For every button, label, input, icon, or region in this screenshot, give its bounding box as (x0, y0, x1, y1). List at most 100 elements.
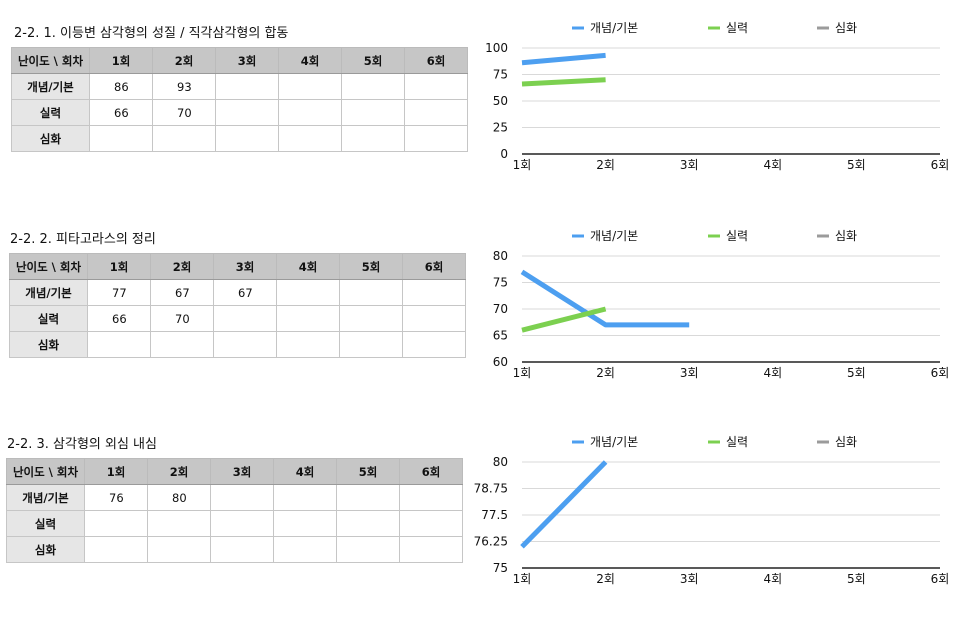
score-cell (210, 484, 274, 511)
column-header: 3회 (213, 253, 277, 280)
column-header: 6회 (404, 47, 468, 74)
column-header: 3회 (210, 458, 274, 485)
x-tick-label: 3회 (680, 572, 699, 586)
score-cell: 80 (147, 484, 211, 511)
column-header: 1회 (87, 253, 151, 280)
table-row: 실력 66 70 (11, 99, 468, 126)
legend-item: 심화 (817, 21, 857, 35)
table-corner-label: 난이도 \ 회차 (11, 47, 90, 74)
legend-item: 실력 (708, 21, 748, 35)
score-cell: 70 (152, 99, 216, 126)
score-cell: 66 (89, 99, 153, 126)
y-tick-label: 100 (485, 41, 508, 55)
y-tick-label: 77.5 (481, 508, 508, 522)
row-label: 실력 (9, 305, 88, 332)
column-header: 4회 (276, 253, 340, 280)
score-cell (215, 125, 279, 152)
score-cell (339, 305, 403, 332)
y-tick-label: 70 (493, 302, 508, 316)
row-label: 실력 (6, 510, 85, 537)
section-3-score-table: 난이도 \ 회차 1회 2회 3회 4회 5회 6회 개념/기본 76 80 실력 심화 (6, 458, 463, 563)
row-label: 개념/기본 (11, 73, 90, 100)
x-tick-label: 2회 (596, 366, 615, 380)
section-3-line-chart: 개념/기본 실력 심화 75 76.25 77.5 78.75 80 1회 2회 3회 4회 5회 6회 (474, 435, 950, 586)
table-row: 심화 (6, 536, 463, 563)
column-header: 4회 (273, 458, 337, 485)
y-tick-label: 50 (493, 94, 508, 108)
score-cell (213, 331, 277, 358)
table-row: 심화 (9, 331, 466, 358)
score-cell (273, 484, 337, 511)
column-header: 5회 (339, 253, 403, 280)
row-label: 개념/기본 (9, 279, 88, 306)
y-tick-label: 76.25 (474, 535, 508, 549)
score-cell (87, 331, 151, 358)
legend-item: 실력 (708, 229, 748, 243)
score-cell (399, 510, 463, 537)
score-cell: 67 (150, 279, 214, 306)
score-cell (89, 125, 153, 152)
score-cell (84, 536, 148, 563)
score-cell (336, 484, 400, 511)
column-header: 2회 (150, 253, 214, 280)
x-tick-label: 3회 (680, 366, 699, 380)
y-tick-label: 78.75 (474, 482, 508, 496)
score-cell: 93 (152, 73, 216, 100)
score-cell: 70 (150, 305, 214, 332)
x-tick-label: 6회 (931, 158, 950, 172)
column-header: 6회 (399, 458, 463, 485)
score-cell (273, 536, 337, 563)
row-label: 실력 (11, 99, 90, 126)
legend-label: 실력 (726, 229, 748, 243)
y-tick-label: 80 (493, 249, 508, 263)
y-tick-label: 75 (493, 561, 508, 575)
legend-label: 실력 (726, 435, 748, 449)
score-cell (84, 510, 148, 537)
table-header-row: 난이도 \ 회차 1회 2회 3회 4회 5회 6회 (9, 253, 466, 280)
score-cell (399, 536, 463, 563)
x-tick-label: 1회 (513, 158, 532, 172)
score-cell (213, 305, 277, 332)
legend-label: 실력 (726, 21, 748, 35)
x-tick-label: 1회 (513, 572, 532, 586)
x-tick-label: 6회 (931, 366, 950, 380)
x-tick-label: 2회 (596, 572, 615, 586)
x-tick-label: 4회 (763, 572, 782, 586)
score-cell (278, 73, 342, 100)
x-tick-label: 5회 (847, 572, 866, 586)
score-cell (402, 305, 466, 332)
score-cell (341, 73, 405, 100)
series-line (521, 306, 607, 333)
section-2-line-chart: 개념/기본 실력 심화 60 65 70 75 80 1회 2회 3회 4회 5회 6회 (493, 229, 950, 380)
score-cell (147, 510, 211, 537)
row-label: 심화 (9, 331, 88, 358)
score-cell (276, 305, 340, 332)
y-tick-label: 75 (493, 276, 508, 290)
section-1-score-table: 난이도 \ 회차 1회 2회 3회 4회 5회 6회 개념/기본 86 93 실력 66 70 심화 (11, 47, 468, 152)
table-corner-label: 난이도 \ 회차 (6, 458, 85, 485)
legend-label: 개념/기본 (590, 21, 638, 35)
legend-label: 개념/기본 (590, 229, 638, 243)
score-cell (215, 99, 279, 126)
legend-label: 심화 (835, 21, 857, 35)
legend-item: 개념/기본 (572, 229, 638, 243)
section-2-title: 2-2. 2. 피타고라스의 정리 (10, 232, 156, 247)
table-row: 개념/기본 76 80 (6, 484, 463, 511)
score-cell (336, 510, 400, 537)
section-3-title: 2-2. 3. 삼각형의 외심 내심 (7, 437, 157, 452)
score-cell (404, 99, 468, 126)
legend-label: 심화 (835, 435, 857, 449)
section-1-title: 2-2. 1. 이등변 삼각형의 성질 / 직각삼각형의 합동 (14, 26, 289, 41)
legend-label: 개념/기본 (590, 435, 638, 449)
series-line (521, 77, 606, 87)
y-tick-label: 75 (493, 68, 508, 82)
score-cell (402, 279, 466, 306)
score-cell: 77 (87, 279, 151, 306)
legend-item: 개념/기본 (572, 435, 638, 449)
score-cell (278, 125, 342, 152)
table-row: 개념/기본 77 67 67 (9, 279, 466, 306)
row-label: 개념/기본 (6, 484, 85, 511)
legend-item: 실력 (708, 435, 748, 449)
row-label: 심화 (6, 536, 85, 563)
x-tick-label: 4회 (763, 158, 782, 172)
